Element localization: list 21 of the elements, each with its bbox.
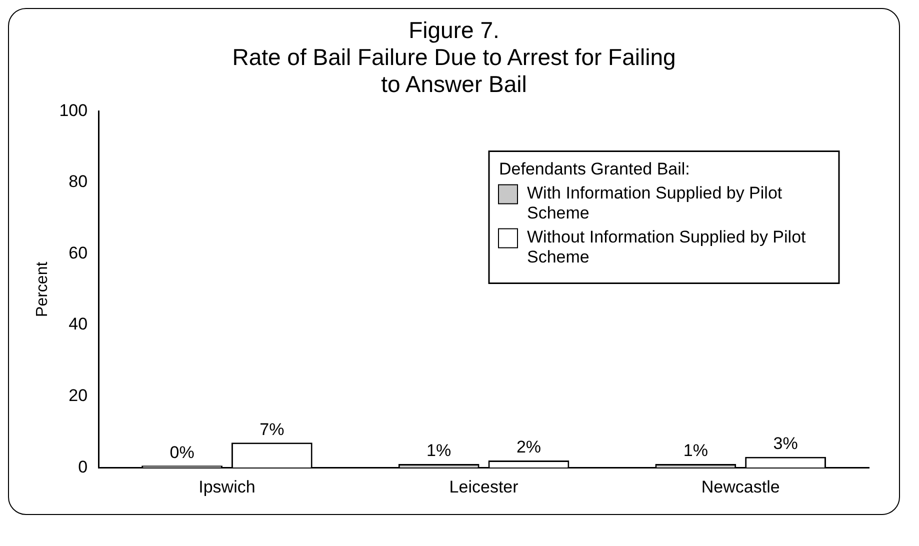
data-label: 1% (426, 441, 452, 460)
x-tick-label: Ipswich (198, 477, 256, 496)
y-tick-label: 60 (68, 243, 88, 262)
x-tick-label: Newcastle (701, 477, 780, 496)
y-tick-label: 100 (59, 100, 88, 120)
data-label: 1% (683, 441, 708, 460)
y-axis-title: Percent (34, 261, 52, 317)
data-label: 7% (260, 420, 284, 439)
data-label: 0% (170, 442, 194, 462)
chart-title: Figure 7. (408, 17, 500, 44)
x-tick-label: Leicester (449, 477, 519, 496)
y-tick-label: 80 (68, 172, 88, 192)
chart-subtitle: Rate of Bail Failure Due to Arrest for Failing to Answer Bail (231, 44, 677, 98)
y-tick-label: 40 (68, 314, 88, 334)
y-tick-label: 20 (68, 386, 88, 406)
y-tick-label: 0 (78, 457, 88, 476)
data-label: 2% (516, 438, 542, 457)
legend-label: Without Information Supplied by Pilot Scheme (527, 227, 806, 266)
legend-title: Defendants Granted Bail: (499, 159, 690, 178)
data-label: 3% (773, 434, 798, 454)
legend-label: With Information Supplied by Pilot Scheme (527, 183, 782, 222)
